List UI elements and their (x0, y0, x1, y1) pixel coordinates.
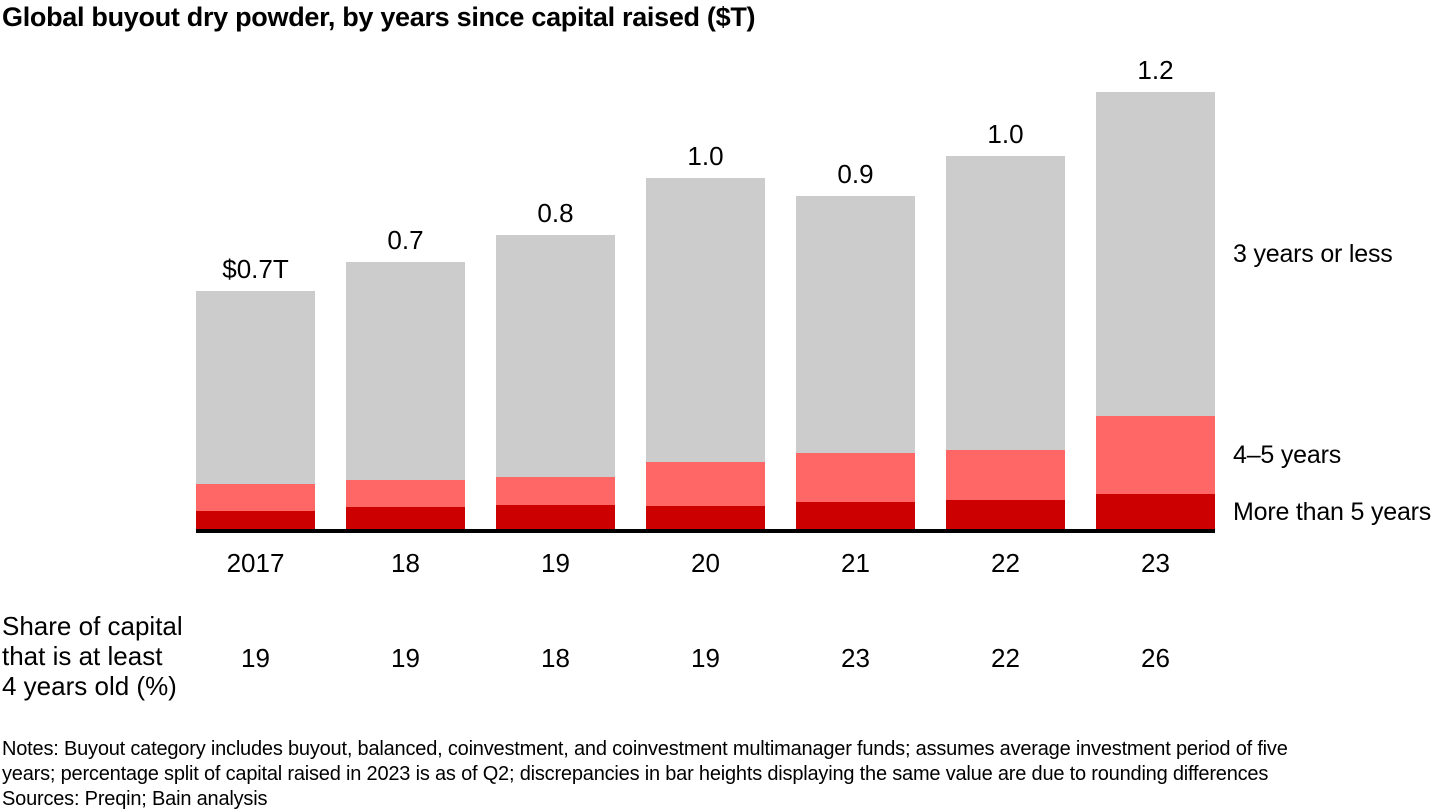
share-row-label: Share of capital that is at least 4 year… (2, 611, 183, 701)
legend-label: 4–5 years (1233, 441, 1341, 469)
chart-title: Global buyout dry powder, by years since… (2, 2, 756, 32)
bar-value-label: 1.2 (1137, 55, 1174, 85)
bar-segment (496, 477, 615, 505)
x-axis-label: 19 (541, 548, 570, 578)
bar-segment (796, 502, 915, 529)
sources-line: Sources: Preqin; Bain analysis (2, 788, 268, 810)
bar-value-label: 0.7 (387, 225, 424, 255)
bar-segment (196, 291, 315, 484)
bar-value-label: 1.0 (987, 119, 1024, 149)
bar-segment (346, 262, 465, 480)
bar-value-label: $0.7T (222, 254, 289, 284)
share-row-label-line-1: Share of capital (2, 611, 183, 641)
bar-segment (346, 480, 465, 507)
bar-segment (1096, 92, 1215, 416)
footnotes: Notes: Buyout category includes buyout, … (2, 737, 1288, 812)
bar-segment (946, 450, 1065, 500)
legend-label: 3 years or less (1233, 240, 1393, 268)
bar-segment (646, 462, 765, 506)
x-axis-label: 23 (1141, 548, 1170, 578)
bar-segment (196, 484, 315, 511)
bar-segment (196, 511, 315, 529)
notes-line-1: Notes: Buyout category includes buyout, … (2, 738, 1288, 760)
x-axis-label: 20 (691, 548, 720, 578)
bar-segment (346, 507, 465, 529)
bar-segment (1096, 416, 1215, 494)
share-value: 19 (241, 643, 270, 673)
bar-segment (796, 453, 915, 502)
bar-segment (1096, 494, 1215, 529)
bar-value-label: 0.8 (537, 198, 574, 228)
bar-value-label: 0.9 (837, 159, 874, 189)
bar-segment (946, 156, 1065, 450)
share-value: 19 (691, 643, 720, 673)
bar-segment (496, 505, 615, 529)
x-axis-label: 2017 (226, 548, 285, 578)
share-value: 23 (841, 643, 870, 673)
x-axis-label: 18 (391, 548, 420, 578)
share-row-label-line-2: that is at least (2, 641, 163, 671)
bar-segment (646, 506, 765, 529)
bar-segment (796, 196, 915, 453)
share-row-label-line-3: 4 years old (%) (2, 671, 177, 701)
share-value: 26 (1141, 643, 1170, 673)
bar-segment (646, 178, 765, 462)
bar-segment (496, 235, 615, 477)
legend-label: More than 5 years (1233, 497, 1432, 526)
share-value: 18 (541, 643, 570, 673)
bar-value-label: 1.0 (687, 141, 724, 171)
x-axis-label: 22 (991, 548, 1020, 578)
share-value: 22 (991, 643, 1020, 673)
share-value: 19 (391, 643, 420, 673)
notes-line-2: years; percentage split of capital raise… (2, 763, 1269, 785)
x-axis-line (196, 529, 1215, 533)
x-axis-label: 21 (841, 548, 870, 578)
bar-segment (946, 500, 1065, 529)
